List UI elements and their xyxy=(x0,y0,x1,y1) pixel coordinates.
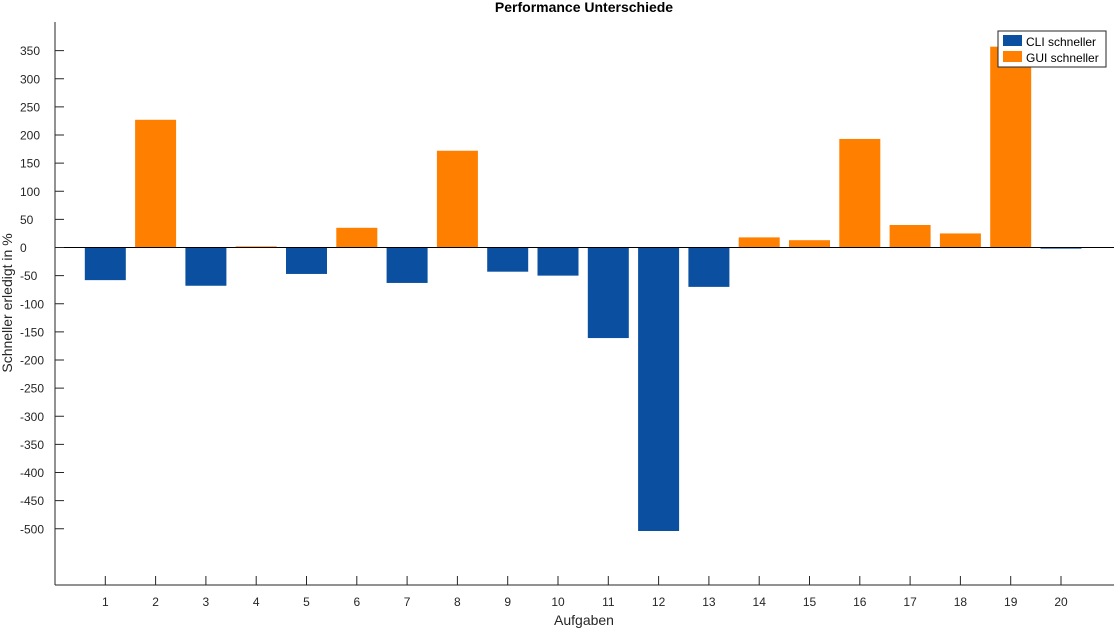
x-tick-label: 5 xyxy=(303,595,310,609)
y-tick-label: -100 xyxy=(20,297,44,311)
legend-label-gui: GUI schneller xyxy=(1026,51,1099,65)
bar-cli-10 xyxy=(537,247,579,276)
y-axis-label: Schneller erledigt in % xyxy=(0,233,15,372)
bar-cli-12 xyxy=(638,247,680,531)
bar-cli-7 xyxy=(386,247,428,283)
x-tick-label: 10 xyxy=(551,595,565,609)
x-tick-label: 15 xyxy=(803,595,817,609)
y-tick-label: -200 xyxy=(20,354,44,368)
legend-swatch-gui xyxy=(1003,51,1022,62)
y-tick-label: 250 xyxy=(20,100,40,114)
y-tick-label: 350 xyxy=(20,44,40,58)
x-tick-label: 9 xyxy=(504,595,511,609)
bar-gui-6 xyxy=(336,227,378,248)
bars-group xyxy=(84,46,1082,531)
x-ticks-group: 1 2 3 4 5 6 7 8 9 10 11 12 13 14 15 16 17 18 19 20 xyxy=(102,576,1068,609)
y-tick-label: 300 xyxy=(20,72,40,86)
legend-label-cli: CLI schneller xyxy=(1026,35,1096,49)
bar-gui-4 xyxy=(235,246,277,248)
y-tick-label: 100 xyxy=(20,185,40,199)
x-tick-label: 4 xyxy=(253,595,260,609)
x-tick-label: 19 xyxy=(1004,595,1018,609)
bar-cli-1 xyxy=(84,247,126,281)
bar-cli-20 xyxy=(1040,247,1082,249)
x-axis-label: Aufgaben xyxy=(554,612,614,628)
y-tick-label: -400 xyxy=(20,466,44,480)
x-tick-label: 16 xyxy=(853,595,867,609)
bar-gui-17 xyxy=(889,225,931,248)
x-tick-label: 3 xyxy=(203,595,210,609)
y-tick-label: -50 xyxy=(20,269,38,283)
y-tick-label: 0 xyxy=(20,241,27,255)
bar-gui-8 xyxy=(436,150,478,248)
y-tick-label: -300 xyxy=(20,410,44,424)
y-tick-label: -350 xyxy=(20,438,44,452)
x-tick-label: 8 xyxy=(454,595,461,609)
x-tick-label: 1 xyxy=(102,595,109,609)
x-tick-label: 6 xyxy=(353,595,360,609)
y-tick-label: 50 xyxy=(20,213,34,227)
y-tick-label: 150 xyxy=(20,157,40,171)
bar-gui-15 xyxy=(789,240,830,248)
y-ticks-group: 350 300 250 200 150 100 50 0 -50 -100 -150 -200 -250… xyxy=(20,44,64,536)
y-tick-label: -500 xyxy=(20,522,44,536)
y-tick-label: -450 xyxy=(20,494,44,508)
bar-gui-18 xyxy=(939,233,981,248)
bar-cli-11 xyxy=(587,247,629,339)
x-tick-label: 2 xyxy=(152,595,159,609)
bar-cli-13 xyxy=(688,247,730,287)
y-tick-label: -250 xyxy=(20,382,44,396)
bar-cli-3 xyxy=(185,247,227,286)
bar-cli-5 xyxy=(286,247,327,274)
legend-swatch-cli xyxy=(1003,35,1022,46)
bar-gui-14 xyxy=(738,237,780,248)
x-tick-label: 12 xyxy=(652,595,666,609)
y-tick-label: -150 xyxy=(20,325,44,339)
bar-gui-2 xyxy=(135,119,177,248)
x-tick-label: 7 xyxy=(404,595,411,609)
bar-cli-9 xyxy=(487,247,529,272)
bar-gui-19 xyxy=(990,46,1032,248)
x-tick-label: 17 xyxy=(903,595,917,609)
x-tick-label: 11 xyxy=(602,595,615,609)
x-tick-label: 13 xyxy=(702,595,716,609)
y-tick-label: 200 xyxy=(20,129,40,143)
chart-title: Performance Unterschiede xyxy=(495,0,673,15)
bar-gui-16 xyxy=(839,138,881,248)
x-tick-label: 18 xyxy=(954,595,968,609)
legend: CLI schneller GUI schneller xyxy=(997,30,1107,68)
x-tick-label: 20 xyxy=(1054,595,1068,609)
x-tick-label: 14 xyxy=(753,595,767,609)
